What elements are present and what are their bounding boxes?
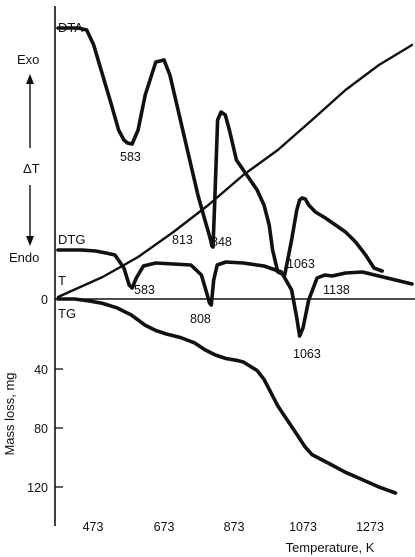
y-axis-title: Mass loss, mg: [2, 372, 17, 455]
y-tick-40: 40: [34, 363, 63, 377]
endo-arrow-icon: [26, 185, 34, 246]
tg-curve-label: TG: [58, 306, 76, 321]
dtg-peak-1063: 1063: [293, 347, 321, 361]
dta-curve: [56, 26, 384, 277]
x-tick-label-1273: 1273: [356, 520, 384, 534]
y-tick-label-0: 0: [41, 293, 48, 307]
dta-peak-848: 848: [211, 235, 232, 249]
y-tick-120: 120: [27, 481, 63, 495]
dtg-peak-583: 583: [134, 283, 155, 297]
x-tick-label-673: 673: [154, 520, 175, 534]
exo-label: Exo: [17, 52, 39, 67]
x-tick-label-873: 873: [224, 520, 245, 534]
endo-label: Endo: [9, 250, 39, 265]
y-tick-label-80: 80: [34, 422, 48, 436]
x-axis-title: Temperature, K: [286, 540, 375, 555]
temperature-line: [56, 43, 414, 299]
y-tick-80: 80: [34, 422, 63, 436]
x-tick-label-1073: 1073: [289, 520, 317, 534]
dta-peak-813: 813: [172, 233, 193, 247]
delta-t-label: ΔT: [23, 161, 40, 176]
dtg-peak-808: 808: [190, 312, 211, 326]
tg-curve: [56, 297, 398, 495]
dta-peak-583: 583: [120, 150, 141, 164]
x-tick-label-473: 473: [83, 520, 104, 534]
exo-arrow-icon: [26, 74, 34, 148]
dta-peak-1063: 1063: [287, 257, 315, 271]
y-tick-label-120: 120: [27, 481, 48, 495]
dtg-curve: [56, 248, 414, 338]
dtg-peak-1138: 1138: [323, 283, 350, 297]
y-tick-label-40: 40: [34, 363, 48, 377]
dtg-curve-label: DTG: [58, 232, 85, 247]
t-curve-label: T: [58, 273, 66, 288]
